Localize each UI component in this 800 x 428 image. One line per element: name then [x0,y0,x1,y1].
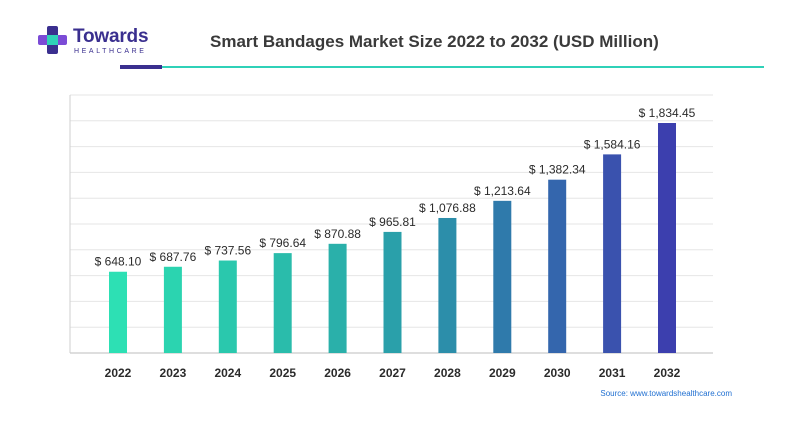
brand-tagline: HEALTHCARE [74,48,147,55]
bar-2027 [383,231,402,353]
chart-title: Smart Bandages Market Size 2022 to 2032 … [210,32,659,51]
x-tick-label-2030: 2030 [544,366,571,380]
data-label-2029: $ 1,213.64 [474,184,531,198]
x-tick-label-2025: 2025 [269,366,296,380]
x-tick-label-2024: 2024 [214,366,241,380]
bar-2024 [218,260,237,353]
data-label-2024: $ 737.56 [204,244,251,258]
data-label-2032: $ 1,834.45 [639,106,696,120]
data-label-2026: $ 870.88 [314,227,361,241]
bar-2023 [163,266,182,353]
x-tick-label-2032: 2032 [654,366,681,380]
brand-name: Towards [73,26,149,47]
data-label-2031: $ 1,584.16 [584,137,641,151]
cross-logo-icon [38,26,67,54]
bar-2032 [658,123,676,353]
x-tick-label-2026: 2026 [324,366,351,380]
bar-2028 [438,217,457,353]
x-tick-label-2029: 2029 [489,366,516,380]
bar-2029 [493,200,512,353]
source-note: Source: www.towardshealthcare.com [600,389,732,398]
bar-2031 [603,154,622,353]
data-label-2027: $ 965.81 [369,215,416,229]
bar-2022 [109,271,127,353]
data-label-2023: $ 687.76 [150,250,197,264]
header-divider [120,66,764,68]
x-tick-label-2031: 2031 [599,366,626,380]
data-label-2025: $ 796.64 [259,236,306,250]
data-label-2030: $ 1,382.34 [529,163,586,177]
x-tick-label-2023: 2023 [160,366,187,380]
bar-2026 [328,243,347,353]
bar-2030 [548,179,567,353]
data-label-2028: $ 1,076.88 [419,201,476,215]
x-tick-label-2027: 2027 [379,366,406,380]
x-tick-label-2022: 2022 [105,366,132,380]
brand-logo: Towards HEALTHCARE [36,24,166,58]
x-tick-label-2028: 2028 [434,366,461,380]
header-divider-accent [120,65,162,69]
bar-2025 [273,253,292,353]
data-label-2022: $ 648.10 [95,255,142,269]
